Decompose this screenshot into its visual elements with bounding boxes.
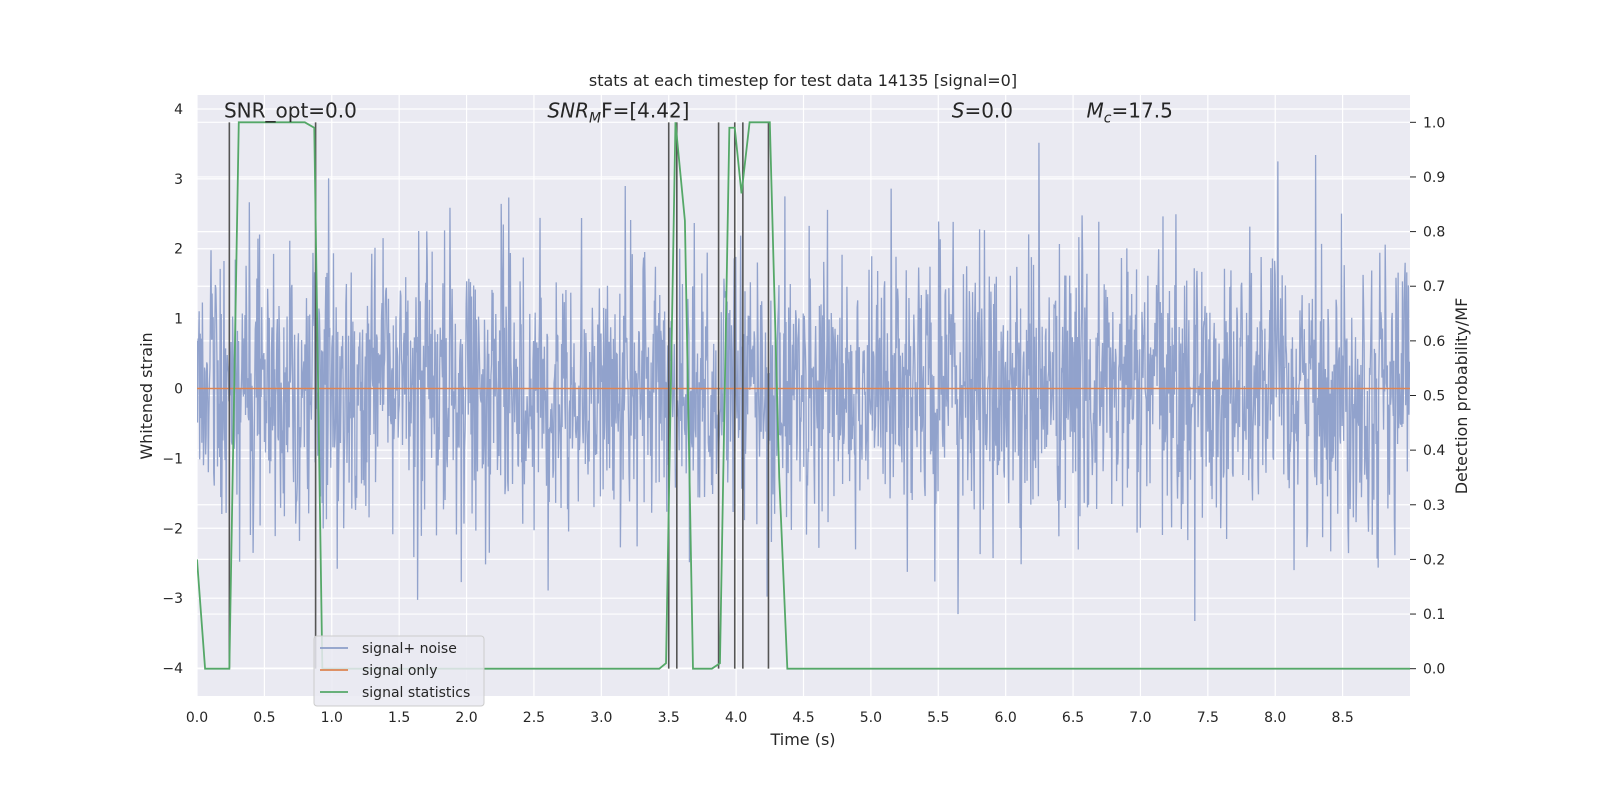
y-tick-label: 4 <box>174 102 183 118</box>
annotations: SNR_opt=0.0 SNRMF=[4.42] S=0.0 Mc=17.5 <box>224 98 1173 126</box>
x-tick-label: 4.5 <box>792 710 814 726</box>
x-tick-label: 8.5 <box>1331 710 1353 726</box>
x-tick-label: 2.5 <box>523 710 545 726</box>
x-tick-label: 7.5 <box>1197 710 1219 726</box>
y2-tick-label: 0.6 <box>1423 334 1445 350</box>
x-tick-label: 5.0 <box>860 710 882 726</box>
x-tick-label: 8.0 <box>1264 710 1286 726</box>
annotation-text: SNR_opt=0.0 <box>224 98 357 122</box>
legend-label: signal only <box>362 663 437 679</box>
x-tick-label: 1.0 <box>321 710 343 726</box>
y2-tick-label: 0.4 <box>1423 443 1445 459</box>
y-axis-label: Whitened strain <box>137 332 156 459</box>
y-tick-label: 3 <box>174 172 183 188</box>
x-tick-label: 3.0 <box>590 710 612 726</box>
y2-tick-label: 0.9 <box>1423 170 1445 186</box>
y2-axis-label: Detection probability/MF <box>1452 298 1471 495</box>
annotation-text: SNRMF=[4.42] <box>547 98 689 126</box>
annotation-text: S=0.0 <box>952 98 1013 122</box>
y-tick-label: 0 <box>174 382 183 398</box>
x-tick-label: 4.0 <box>725 710 747 726</box>
legend-label: signal+ noise <box>362 641 457 657</box>
annotation-text: Mc=17.5 <box>1087 98 1173 126</box>
y2-tick-label: 0.7 <box>1423 279 1445 295</box>
y-tick-label: −3 <box>162 591 183 607</box>
y2-tick-label: 0.5 <box>1423 389 1445 405</box>
x-tick-label: 1.5 <box>388 710 410 726</box>
ticks: 0.0 0.5 1.0 1.5 2.0 2.5 3.0 3.5 4.0 4.5 5.0 5.5 6.0 6… <box>162 102 1445 726</box>
series-signal-statistics <box>197 121 1410 670</box>
x-tick-label: 3.5 <box>658 710 680 726</box>
data-layer <box>197 121 1410 670</box>
y-tick-label: −2 <box>162 521 183 537</box>
y2-tick-label: 0.0 <box>1423 662 1445 678</box>
series-signal-noise <box>197 142 1410 621</box>
chart-title: stats at each timestep for test data 141… <box>589 71 1017 90</box>
x-tick-label: 0.0 <box>186 710 208 726</box>
y-tick-label: −1 <box>162 451 183 467</box>
legend-label: signal statistics <box>362 685 470 701</box>
x-tick-label: 7.0 <box>1129 710 1151 726</box>
y2-tick-label: 0.8 <box>1423 225 1445 241</box>
x-tick-label: 6.5 <box>1062 710 1084 726</box>
x-tick-label: 6.0 <box>995 710 1017 726</box>
x-tick-label: 5.5 <box>927 710 949 726</box>
y-tick-label: 2 <box>174 242 183 258</box>
y2-tick-label: 1.0 <box>1423 115 1445 131</box>
x-tick-label: 0.5 <box>253 710 275 726</box>
x-axis-label: Time (s) <box>769 730 835 749</box>
y2-tick-label: 0.3 <box>1423 498 1445 514</box>
y2-tick-label: 0.1 <box>1423 607 1445 623</box>
legend-box <box>313 635 485 707</box>
y2-tick-label: 0.2 <box>1423 552 1445 568</box>
y-tick-label: 1 <box>174 312 183 328</box>
legend: signal+ noise signal only signal statistic… <box>313 635 485 707</box>
y-tick-label: −4 <box>162 661 183 677</box>
x-tick-label: 2.0 <box>455 710 477 726</box>
